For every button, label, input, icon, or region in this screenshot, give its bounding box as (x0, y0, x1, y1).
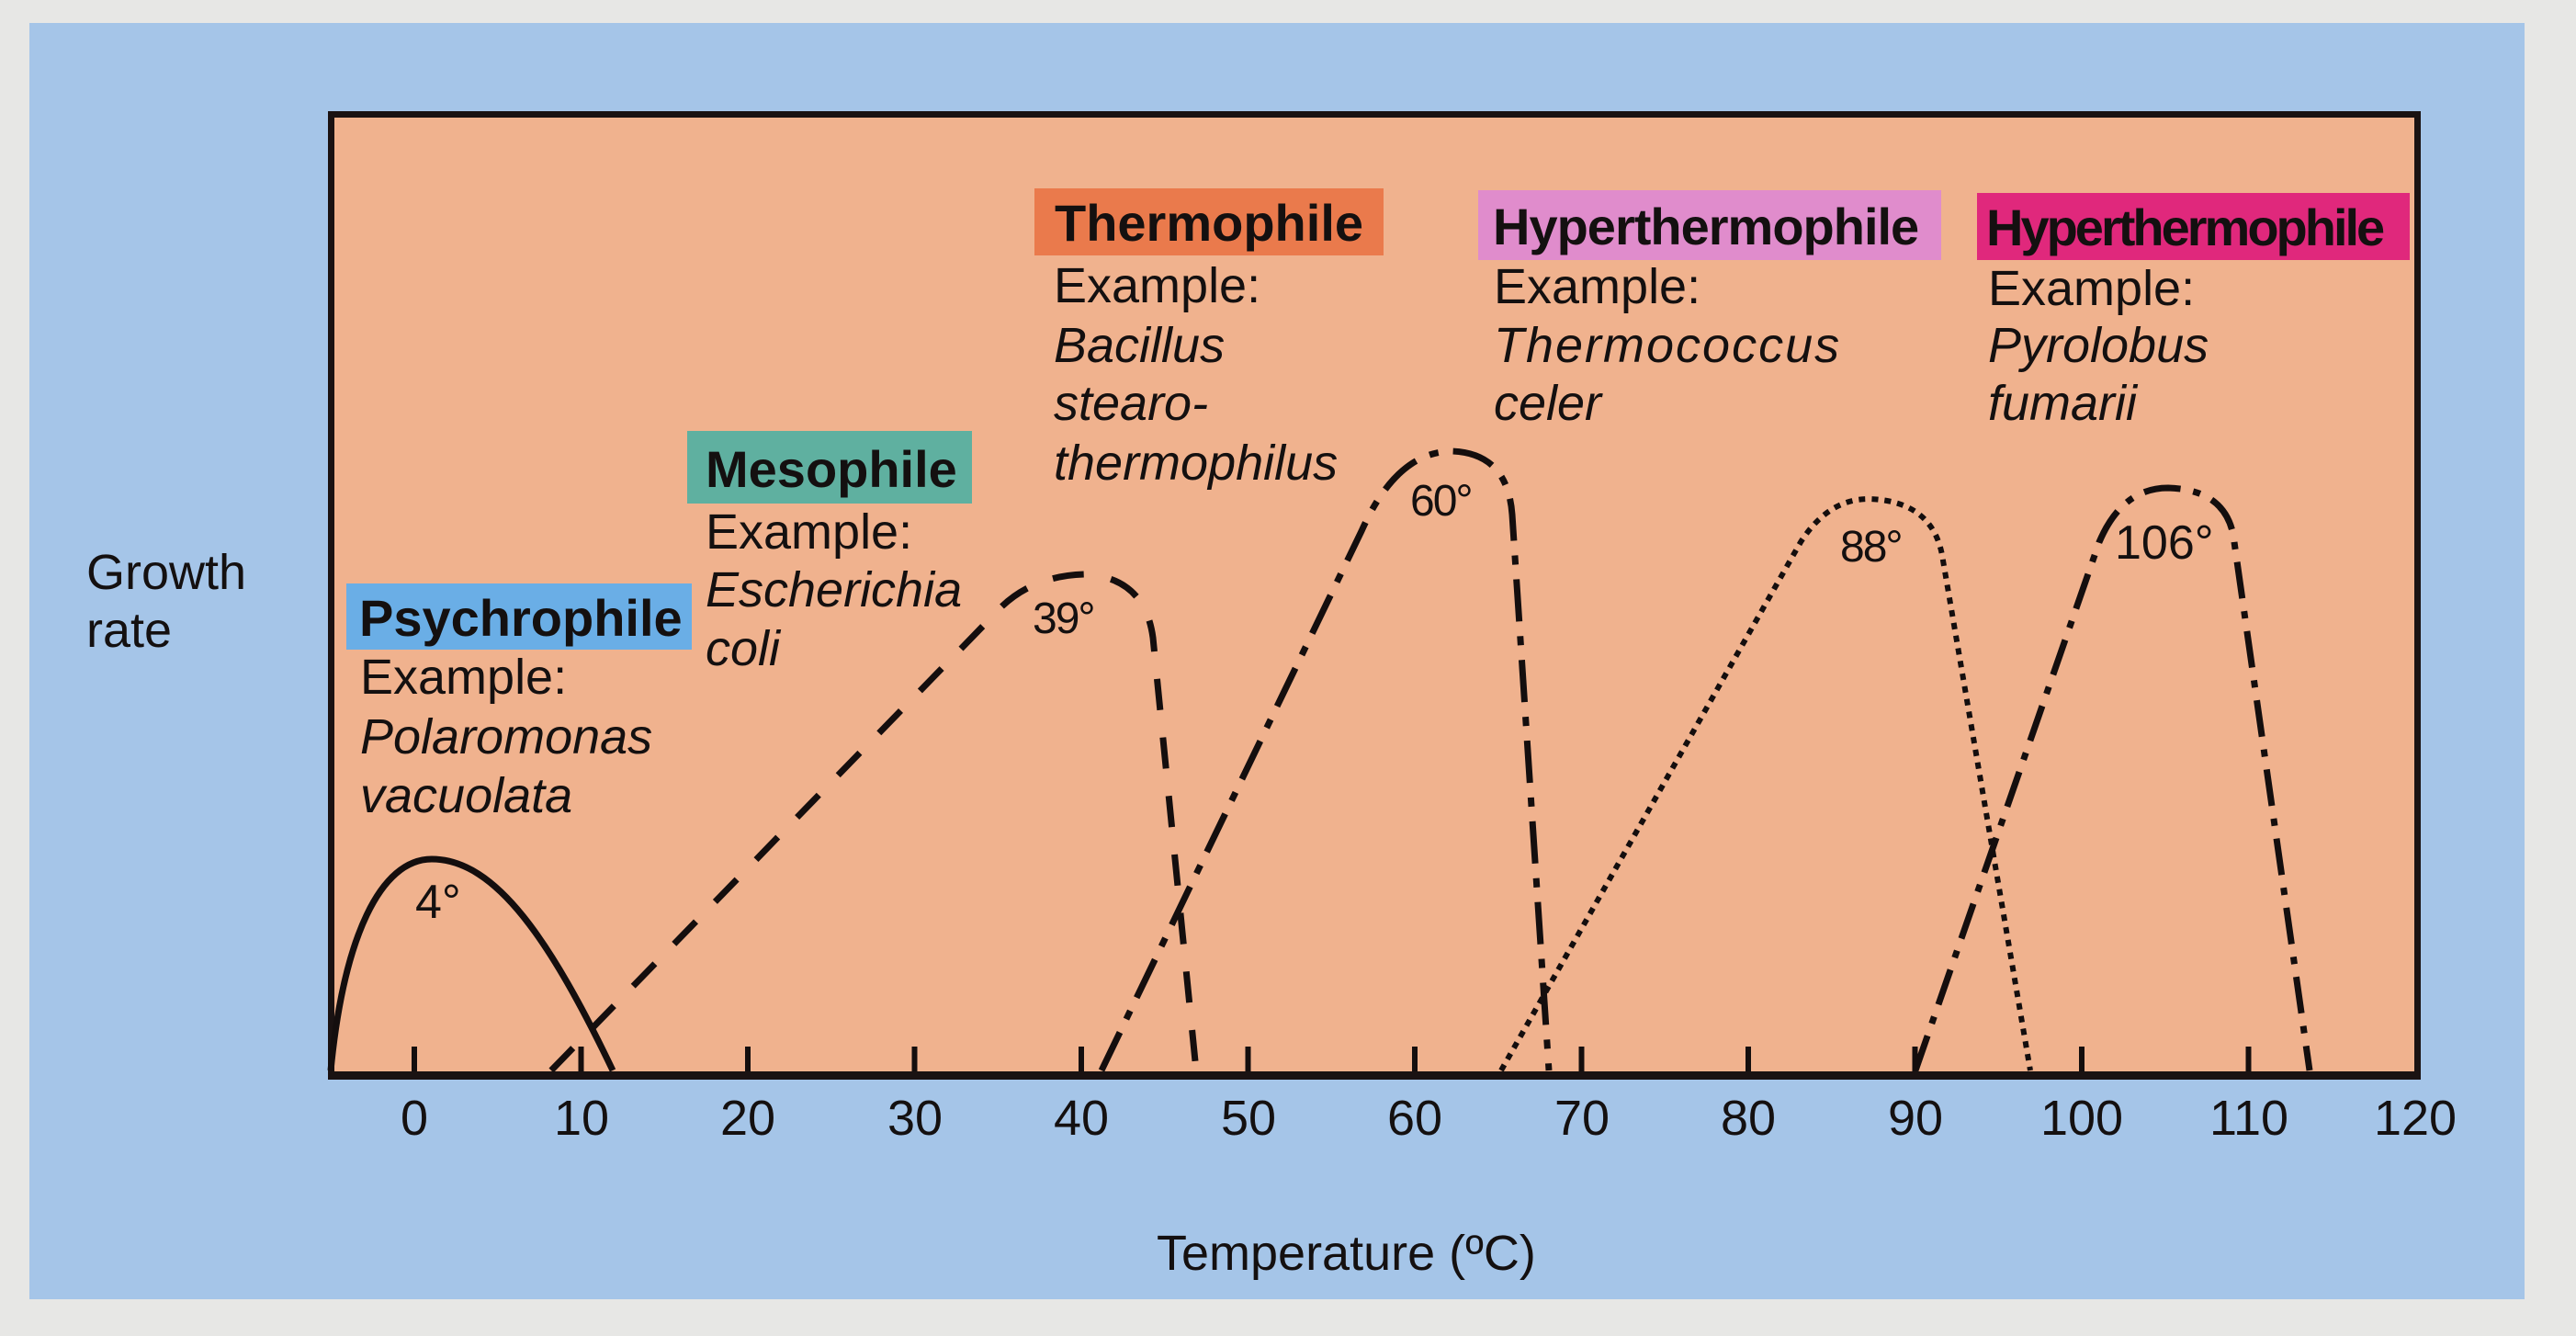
example-label: Example: (1054, 258, 1261, 313)
example-label: Example: (360, 650, 568, 705)
optimum-label-mesophile: 39° (1033, 594, 1096, 643)
y-axis-label-line2: rate (86, 603, 173, 658)
label-mesophile-text: Mesophile (706, 440, 957, 498)
tick-label: 60 (1386, 1091, 1443, 1146)
optimum-label-psychrophile: 4° (415, 876, 461, 929)
tick-label: 110 (2209, 1091, 2289, 1146)
label-psychrophile-text: Psychrophile (359, 589, 683, 647)
species-name: Escherichia (706, 562, 963, 617)
label-hyperthermophile-1-text: Hyperthermophile (1493, 198, 1919, 255)
label-mesophile: Mesophile (687, 431, 972, 504)
optimum-label-thermophile: 60° (1410, 477, 1474, 526)
tick-label: 120 (2373, 1091, 2457, 1146)
label-thermophile-text: Thermophile (1055, 194, 1364, 252)
species-name: Bacillus (1054, 318, 1226, 373)
tick-label: 40 (1053, 1091, 1110, 1146)
tick-label: 0 (400, 1091, 429, 1146)
species-name: coli (706, 621, 781, 676)
y-axis-label: Growth rate (86, 544, 246, 660)
species-name: vacuolata (360, 768, 573, 823)
optimum-label-hyperthermophile-1: 88° (1840, 523, 1904, 572)
label-hyperthermophile-2-text: Hyperthermophile (1986, 198, 2385, 256)
tick-label: 90 (1887, 1091, 1944, 1146)
species-name: fumarii (1988, 376, 2138, 431)
species-name: celer (1494, 376, 1602, 431)
species-name: stearo- (1054, 376, 1209, 431)
label-hyperthermophile-2: Hyperthermophile (1977, 193, 2410, 260)
tick-label: 100 (2039, 1091, 2124, 1146)
y-axis-label-line1: Growth (86, 545, 247, 600)
tick-label: 50 (1220, 1091, 1277, 1146)
tick-label: 20 (719, 1091, 776, 1146)
species-name: thermophilus (1054, 436, 1339, 491)
example-label: Example: (1988, 261, 2196, 316)
species-name: Thermococcus (1494, 318, 1842, 373)
species-name: Polaromonas (360, 709, 653, 764)
label-hyperthermophile-1: Hyperthermophile (1478, 190, 1941, 260)
x-axis-label: Temperature (ºC) (1157, 1226, 1536, 1281)
tick-label: 10 (553, 1091, 610, 1146)
example-label: Example: (1494, 259, 1701, 314)
tick-label: 80 (1720, 1091, 1777, 1146)
tick-label: 70 (1554, 1091, 1610, 1146)
tick-label: 30 (887, 1091, 943, 1146)
label-psychrophile: Psychrophile (346, 583, 692, 650)
species-name: Pyrolobus (1988, 318, 2209, 373)
optimum-label-hyperthermophile-2: 106° (2115, 516, 2214, 570)
example-label: Example: (706, 504, 913, 560)
label-thermophile: Thermophile (1034, 188, 1384, 255)
